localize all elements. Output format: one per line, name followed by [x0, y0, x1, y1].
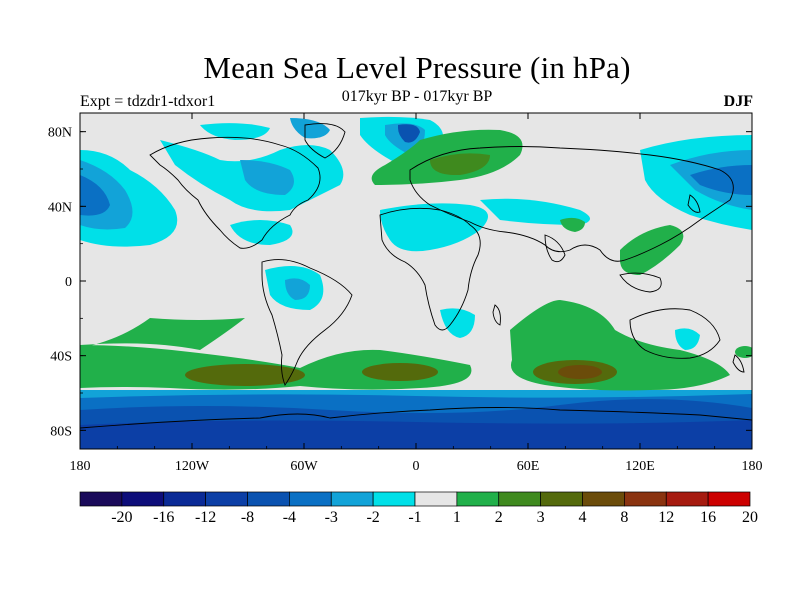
field-trop-8 [560, 217, 585, 232]
x-tick-label: 120W [175, 459, 210, 474]
field-trop-6 [440, 308, 475, 338]
coast-north-america [149, 136, 321, 249]
colorbar-label: 20 [742, 509, 758, 526]
y-tick-label: 0 [65, 275, 72, 290]
map-field [80, 113, 752, 449]
colorbar-label: 16 [700, 509, 716, 526]
x-tick-label: 60W [290, 459, 318, 474]
colorbar-label: -4 [283, 509, 296, 526]
field-trop-7 [675, 328, 700, 350]
coast-japan [687, 194, 701, 213]
axis-ticks: 180 120W 60W 0 60E 120E 180 80N 40N 0 40S 80S [48, 113, 763, 474]
colorbar-label: 8 [620, 509, 628, 526]
colorbar-label: 1 [453, 509, 461, 526]
y-tick-label: 80N [48, 126, 72, 141]
colorbar-swatch [79, 491, 123, 507]
season-label: DJF [723, 93, 753, 110]
field-so-1 [80, 390, 752, 400]
field-greenland [290, 118, 330, 139]
x-tick-label: 180 [742, 459, 763, 474]
coast-africa [379, 207, 481, 331]
colorbar-swatch [163, 491, 206, 507]
colorbar-swatch [665, 491, 709, 507]
field-np-low3 [80, 175, 110, 216]
field-asia-low3 [690, 165, 752, 195]
y-tick-label: 40S [50, 350, 72, 365]
field-na-low2 [240, 160, 294, 195]
y-tick-label: 80S [50, 424, 72, 439]
field-so-4 [80, 420, 752, 449]
colorbar-label: 4 [579, 509, 587, 526]
colorbar-swatch [289, 491, 332, 507]
experiment-label: Expt = tdzdr1-tdxor1 [80, 93, 216, 110]
coast-madagascar [492, 304, 501, 326]
colorbar-label: -8 [241, 509, 254, 526]
field-arctic-low3 [398, 124, 420, 143]
colorbar-swatch [247, 491, 290, 507]
coast-antarctica [80, 407, 752, 429]
x-tick-label: 180 [70, 459, 91, 474]
colorbar-swatch [540, 491, 583, 507]
colorbar-swatch [414, 491, 458, 507]
field-east-high [735, 346, 752, 358]
field-sp-core [185, 364, 305, 386]
colorbar-label: -3 [325, 509, 338, 526]
colorbar-label: 2 [495, 509, 503, 526]
x-tick-label: 60E [517, 459, 540, 474]
coastlines [80, 123, 752, 429]
colorbar-swatch [205, 491, 248, 507]
field-sa-core [362, 363, 438, 381]
colorbar-swatch [582, 491, 625, 507]
colorbar-swatch [456, 491, 500, 507]
colorbar-label: -12 [195, 509, 216, 526]
colorbar-label: 12 [658, 509, 674, 526]
plot-title: Mean Sea Level Pressure (in hPa) [203, 50, 631, 85]
y-tick-label: 40N [48, 200, 72, 215]
colorbar-swatch [624, 491, 667, 507]
coast-nz [732, 354, 745, 373]
colorbar-swatch [707, 491, 751, 507]
field-trop-2 [480, 198, 590, 225]
x-tick-label: 0 [413, 459, 420, 474]
colorbar-swatch [121, 491, 165, 507]
colorbar-label: -2 [366, 509, 379, 526]
colorbar-label: -20 [111, 509, 132, 526]
colorbar-swatch [498, 491, 541, 507]
coast-se-asia [619, 272, 662, 293]
coast-south-america [261, 259, 353, 386]
colorbar-label: -1 [408, 509, 421, 526]
colorbar-label: -16 [153, 509, 174, 526]
coast-eurasia [409, 146, 734, 262]
field-wp-high [620, 225, 684, 275]
colorbar-label: 3 [537, 509, 545, 526]
plot-subtitle: 017kyr BP - 017kyr BP [341, 88, 493, 105]
field-eurasia-core [430, 153, 490, 176]
field-trop-5 [285, 278, 310, 300]
colorbar: -20 -16 -12 -8 -4 -3 -2 -1 1 2 3 4 8 12 16 20 [79, 491, 758, 526]
field-canada-low [200, 123, 270, 140]
x-tick-label: 120E [625, 459, 655, 474]
coast-india [544, 234, 566, 263]
coast-greenland [304, 123, 346, 159]
colorbar-swatch [330, 491, 374, 507]
field-trop-3 [230, 220, 293, 245]
colorbar-swatch [372, 491, 416, 507]
field-trop-1 [380, 203, 488, 252]
coast-australia [629, 308, 721, 359]
field-si-core2 [558, 365, 602, 379]
